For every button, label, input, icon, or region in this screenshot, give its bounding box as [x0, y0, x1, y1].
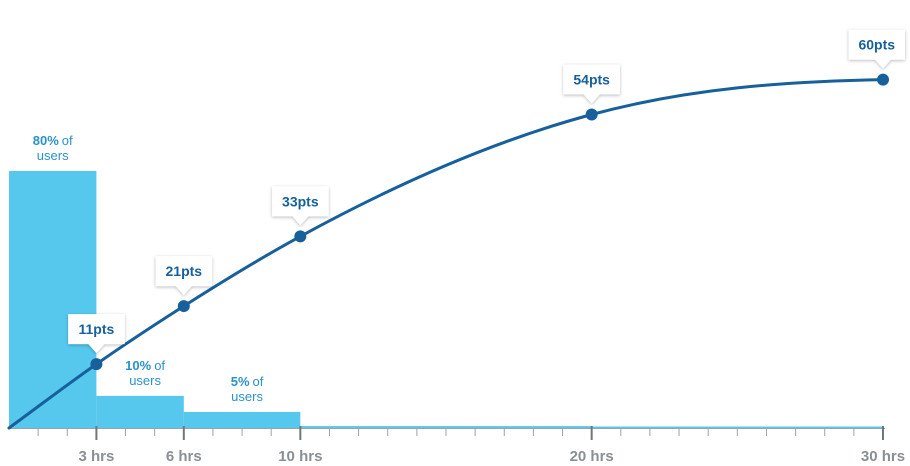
- point-callout: [848, 29, 905, 69]
- user-bar-of: of: [62, 133, 73, 148]
- user-bar-4: [591, 426, 883, 428]
- point-label: 60pts: [858, 37, 895, 53]
- user-bar-label-users: users: [129, 373, 161, 388]
- x-axis: 3 hrs 6 hrs 10 hrs 20 hrs 30 hrs: [9, 426, 905, 465]
- x-tick-label: 20 hrs: [570, 448, 614, 465]
- user-bar-of: of: [154, 358, 165, 373]
- point-callout: [272, 186, 329, 226]
- x-tick-label: 6 hrs: [166, 448, 202, 465]
- user-bars: [9, 171, 883, 428]
- point-callout-box: [68, 314, 125, 354]
- x-tick-label: 10 hrs: [278, 448, 322, 465]
- user-bar-label-0: 80% of: [33, 133, 73, 148]
- point-callout-box: [563, 64, 620, 104]
- point-label: 21pts: [166, 263, 203, 279]
- data-point: [177, 300, 190, 313]
- point-callout: [563, 64, 620, 104]
- user-bar-3: [300, 426, 592, 428]
- point-callout-box: [272, 186, 329, 226]
- point-callouts: 11pts 21pts 33pts 54pts 60pts: [68, 29, 905, 354]
- user-bar-label-1: 10% of: [125, 358, 165, 373]
- point-label: 33pts: [282, 193, 319, 209]
- data-points: [90, 73, 889, 371]
- data-point: [294, 230, 307, 243]
- point-callout-box: [155, 256, 213, 296]
- point-label: 11pts: [78, 321, 114, 337]
- data-point: [585, 108, 598, 121]
- x-tick-label: 3 hrs: [78, 448, 114, 465]
- user-bar-1: [96, 395, 184, 428]
- point-label: 54pts: [573, 71, 610, 87]
- user-bar-of: of: [253, 374, 264, 389]
- user-bar-percent: 10%: [125, 358, 151, 373]
- user-bar-0: [9, 171, 97, 428]
- user-bar-label-users: users: [231, 389, 263, 404]
- user-bar-label-2: 5% of: [231, 374, 264, 389]
- data-point: [877, 73, 889, 86]
- x-tick-label: 30 hrs: [861, 448, 905, 465]
- point-callout: [68, 314, 125, 354]
- user-bar-percent: 80%: [33, 133, 59, 148]
- point-callout: [155, 256, 213, 296]
- data-point: [90, 358, 103, 371]
- user-bar-label-users: users: [37, 148, 69, 163]
- user-bar-2: [183, 411, 301, 428]
- point-callout-box: [848, 29, 905, 69]
- user-bar-percent: 5%: [231, 374, 250, 389]
